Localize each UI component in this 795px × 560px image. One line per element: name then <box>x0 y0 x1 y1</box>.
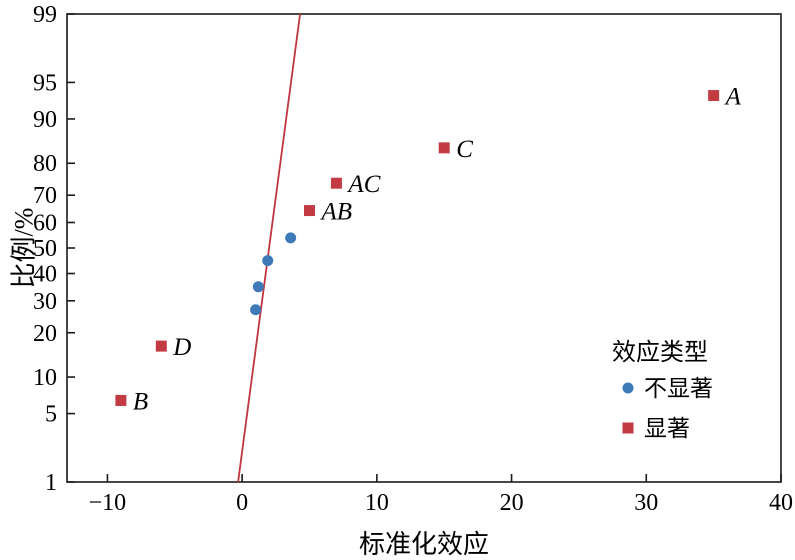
x-tick-label: −10 <box>89 490 127 516</box>
y-tick-label: 30 <box>33 289 57 315</box>
legend-marker-circle <box>622 382 634 394</box>
legend-marker-square <box>622 422 634 434</box>
data-point-B <box>115 394 127 406</box>
x-tick-label: 30 <box>634 490 658 516</box>
y-tick-label: 40 <box>33 262 57 288</box>
point-label-D: D <box>172 334 191 361</box>
y-tick-label: 60 <box>33 210 57 236</box>
y-tick-label: 90 <box>33 107 57 133</box>
y-axis-label: 比例/% <box>9 207 39 289</box>
x-tick-label: 0 <box>236 490 248 516</box>
data-point-C <box>438 142 450 154</box>
legend-title: 效应类型 <box>612 339 708 366</box>
x-tick-label: 40 <box>769 490 793 516</box>
x-tick-label: 10 <box>365 490 389 516</box>
point-label-AC: AC <box>346 171 380 198</box>
x-axis-label: 标准化效应 <box>358 530 490 559</box>
y-tick-label: 95 <box>33 70 57 96</box>
y-tick-label: 10 <box>33 365 57 391</box>
data-point-AB <box>303 205 315 217</box>
y-tick-label: 70 <box>33 183 57 209</box>
plot-border <box>66 13 782 483</box>
y-tick-label: 20 <box>33 321 57 347</box>
point-label-B: B <box>133 388 148 415</box>
data-point-不显著 <box>250 304 262 316</box>
y-tick-label: 5 <box>45 402 57 428</box>
legend-entry-label: 显著 <box>644 416 690 441</box>
point-label-C: C <box>456 136 473 163</box>
normal-fit-line <box>237 13 301 483</box>
data-point-不显著 <box>285 232 297 244</box>
y-tick-label: 99 <box>33 2 57 28</box>
data-point-不显著 <box>262 255 274 267</box>
y-tick-label: 50 <box>33 236 57 262</box>
y-tick-label: 1 <box>45 470 57 496</box>
data-point-不显著 <box>252 281 264 293</box>
data-point-A <box>708 90 720 102</box>
point-label-A: A <box>724 84 742 111</box>
x-tick-label: 20 <box>500 490 524 516</box>
y-tick-label: 80 <box>33 151 57 177</box>
data-point-D <box>155 340 167 352</box>
data-point-AC <box>330 177 342 189</box>
legend-entry-label: 不显著 <box>644 376 713 401</box>
point-label-AB: AB <box>319 199 352 226</box>
